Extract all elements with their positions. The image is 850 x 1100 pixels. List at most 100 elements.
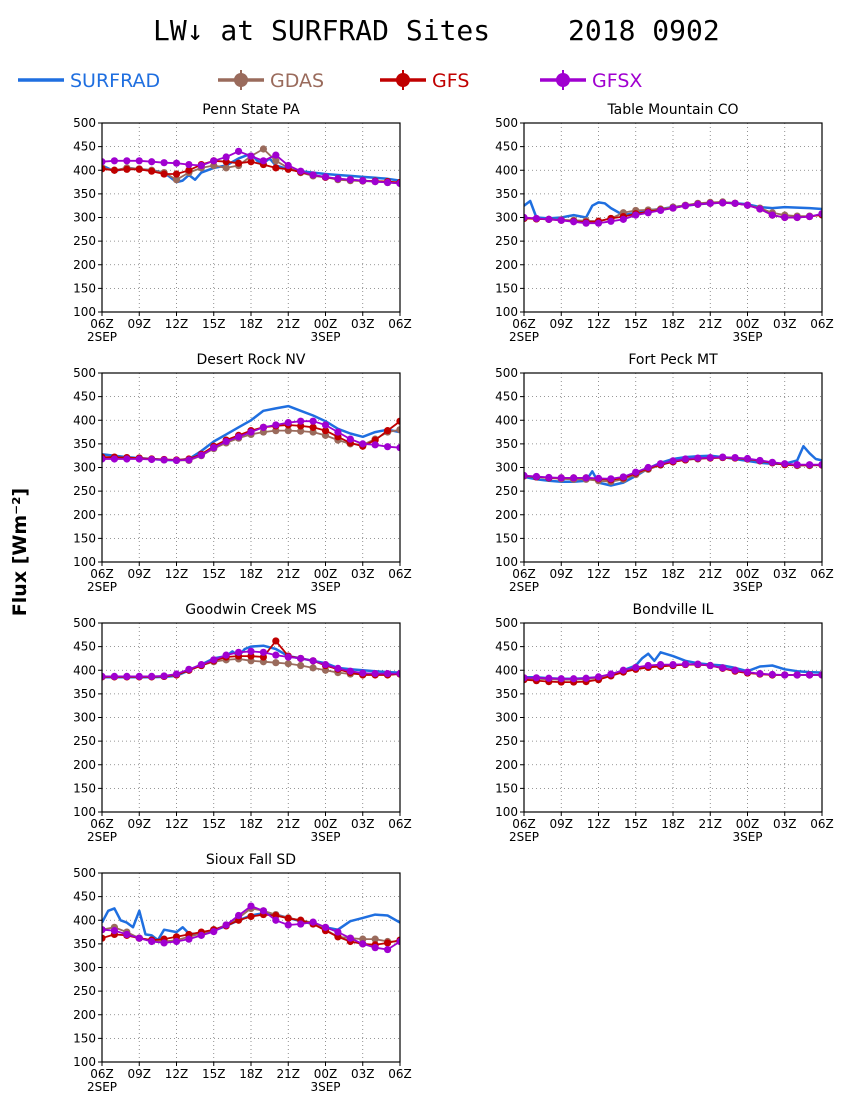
- data-point-gfs: [272, 164, 280, 172]
- x-tick-label: 06Z: [388, 317, 412, 331]
- panel-title: Desert Rock NV: [197, 352, 306, 368]
- data-point-gfsx: [334, 664, 342, 672]
- data-point-gfsx: [371, 441, 379, 449]
- legend-label: GFS: [432, 70, 469, 92]
- data-point-gfs: [309, 423, 317, 431]
- data-point-gfsx: [309, 657, 317, 665]
- data-point-gfsx: [284, 161, 292, 170]
- plot-frame: [523, 122, 823, 313]
- data-point-gfsx: [210, 927, 218, 936]
- y-tick-label: 100: [73, 805, 96, 819]
- y-tick-label: 200: [495, 758, 518, 772]
- data-point-gfsx: [619, 473, 627, 481]
- x-tick-label: 06Z: [810, 317, 834, 331]
- y-tick-label: 250: [73, 734, 96, 748]
- data-point-gfsx: [359, 177, 367, 185]
- data-point-gfsx: [135, 455, 143, 463]
- data-point-gfsx: [818, 210, 822, 218]
- y-tick-label: 100: [495, 305, 518, 319]
- data-point-gfsx: [210, 656, 218, 664]
- panel-title: Bondville IL: [633, 602, 714, 618]
- data-point-gfs: [185, 166, 193, 174]
- data-point-gfsx: [297, 417, 305, 425]
- data-point-gfsx: [102, 926, 106, 934]
- data-point-gfsx: [669, 660, 677, 669]
- data-point-gfsx: [123, 930, 131, 939]
- data-point-gfsx: [197, 931, 205, 939]
- data-point-gfsx: [793, 461, 801, 469]
- x-tick-label: 15Z: [202, 817, 226, 831]
- x-tick-label: 03Z: [351, 317, 375, 331]
- y-tick-label: 150: [73, 1031, 96, 1045]
- panel-title: Penn State PA: [202, 102, 300, 118]
- x-date-label: 2SEP: [509, 330, 539, 344]
- plot-frame: [523, 622, 823, 813]
- data-point-gfsx: [582, 219, 590, 227]
- data-point-gfsx: [731, 199, 739, 207]
- data-point-gfsx: [371, 177, 379, 186]
- data-point-gfs: [102, 934, 106, 942]
- y-tick-label: 450: [495, 640, 518, 654]
- data-point-gfsx: [309, 171, 317, 179]
- x-date-label: 2SEP: [87, 330, 117, 344]
- y-tick-label: 200: [495, 258, 518, 272]
- data-point-gfsx: [346, 934, 354, 942]
- data-point-gfsx: [756, 456, 764, 465]
- plot-frame: [101, 622, 401, 813]
- x-date-label: 2SEP: [509, 830, 539, 844]
- x-tick-label: 21Z: [699, 817, 723, 831]
- x-tick-label: 12Z: [165, 817, 189, 831]
- data-point-gfsx: [632, 663, 640, 672]
- data-point-gfsx: [123, 157, 131, 165]
- y-tick-label: 150: [73, 281, 96, 295]
- x-tick-label: 21Z: [277, 1067, 301, 1081]
- data-point-gfsx: [781, 671, 789, 679]
- data-point-gfsx: [172, 670, 181, 678]
- data-point-gfsx: [148, 937, 156, 946]
- panels: Penn State PA 100 150 200 250 300 350 400 450 500…: [73, 102, 834, 1094]
- data-point-gfsx: [706, 199, 714, 207]
- data-point-gfsx: [396, 179, 400, 188]
- data-point-gfsx: [644, 661, 652, 670]
- x-tick-label: 06Z: [388, 1067, 412, 1081]
- y-tick-label: 350: [73, 187, 96, 201]
- y-tick-label: 250: [73, 234, 96, 248]
- data-point-gfsx: [532, 214, 541, 223]
- x-tick-label: 03Z: [351, 567, 375, 581]
- panel-title: Goodwin Creek MS: [185, 602, 317, 618]
- plot-frame: [523, 372, 823, 563]
- y-tick-label: 350: [495, 687, 518, 701]
- y-tick-label: 300: [495, 211, 518, 225]
- data-point-gfsx: [234, 911, 243, 920]
- data-point-gfsx: [743, 201, 752, 209]
- data-point-gfs: [234, 159, 243, 167]
- x-date-label: 3SEP: [310, 1080, 340, 1094]
- data-point-gfsx: [123, 455, 131, 463]
- data-point-gfsx: [524, 213, 528, 222]
- x-tick-label: 09Z: [128, 317, 152, 331]
- figure-title-left: LW↓ at SURFRAD Sites: [153, 14, 490, 47]
- chart-panel: Bondville IL 100 150 200 250 300 350 400 450 500 0…: [495, 602, 834, 844]
- y-tick-label: 250: [495, 234, 518, 248]
- data-point-gfsx: [135, 672, 143, 680]
- data-point-gfsx: [309, 918, 317, 926]
- data-point-gfsx: [247, 152, 255, 160]
- data-point-gfsx: [719, 453, 727, 461]
- x-tick-label: 18Z: [661, 817, 685, 831]
- data-point-gfsx: [557, 675, 565, 683]
- data-point-gfs: [284, 914, 292, 922]
- data-point-gfsx: [532, 472, 541, 481]
- data-point-gfsx: [172, 456, 181, 465]
- x-tick-label: 06Z: [512, 317, 536, 331]
- data-point-gdas: [222, 164, 230, 172]
- data-point-gfsx: [284, 653, 292, 661]
- data-point-gdas: [396, 426, 400, 434]
- data-point-gfsx: [102, 158, 106, 166]
- x-tick-label: 06Z: [810, 817, 834, 831]
- data-point-gfsx: [681, 202, 690, 210]
- data-point-gdas: [259, 145, 268, 153]
- data-point-gfsx: [768, 458, 776, 466]
- legend-label: SURFRAD: [70, 70, 160, 92]
- x-tick-label: 15Z: [624, 817, 648, 831]
- data-point-gfsx: [545, 674, 553, 682]
